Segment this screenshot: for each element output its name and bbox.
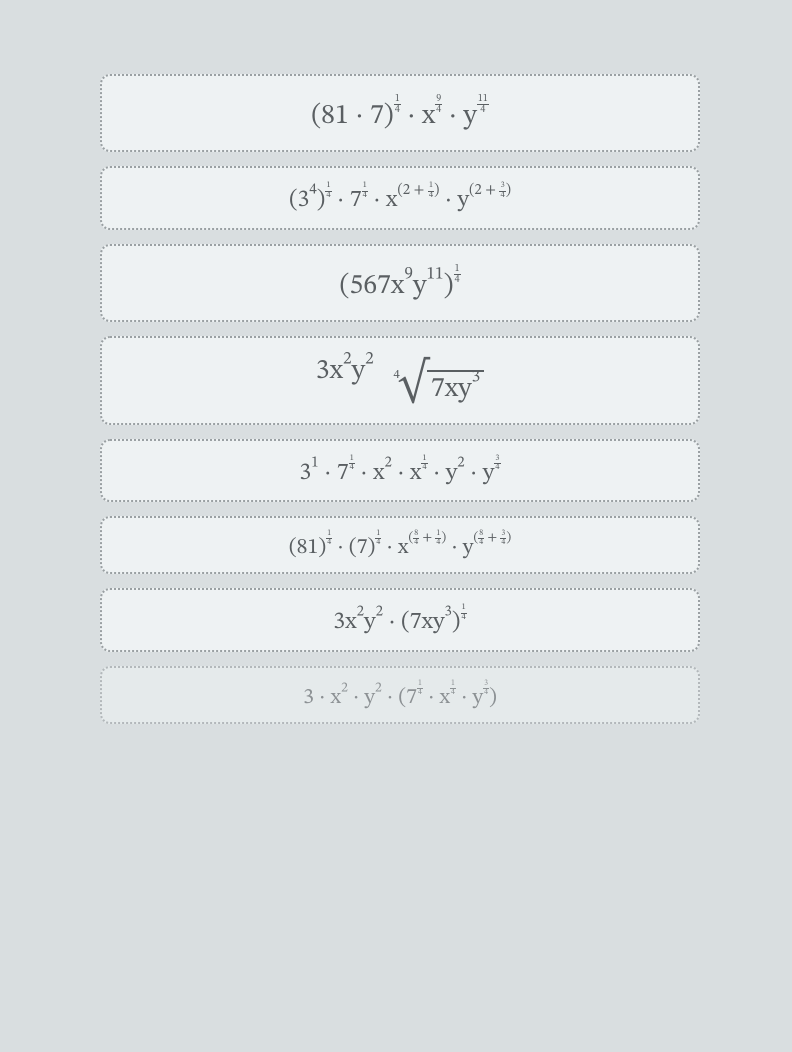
math-expression: 3 · x2 · y2 · (714 · x14 · y34) xyxy=(303,687,497,709)
expression-tile-4[interactable]: 3x2y2 4 √ 7xy3 xyxy=(100,336,700,425)
math-expression: (81 · 7)14 · x94 · y114 xyxy=(311,102,489,130)
math-expression: (81)14 · (7)14 · x(84 + 14) · y(84 + 34) xyxy=(289,537,511,559)
expression-tile-list: (81 · 7)14 · x94 · y114 (34)14 · 714 · x… xyxy=(100,60,700,738)
expression-tile-3[interactable]: (567x9y11)14 xyxy=(100,244,700,322)
expression-tile-1[interactable]: (81 · 7)14 · x94 · y114 xyxy=(100,74,700,152)
expression-tile-7[interactable]: 3x2y2 · (7xy3)14 xyxy=(100,588,700,652)
math-expression: 3x2y2 4 √ 7xy3 xyxy=(316,357,485,385)
expression-tile-2[interactable]: (34)14 · 714 · x(2 + 14) · y(2 + 34) xyxy=(100,166,700,230)
math-expression: (34)14 · 714 · x(2 + 14) · y(2 + 34) xyxy=(289,188,511,212)
expression-tile-5[interactable]: 31 · 714 · x2 · x14 · y2 · y34 xyxy=(100,439,700,503)
math-expression: 3x2y2 · (7xy3)14 xyxy=(333,610,467,634)
math-expression: 31 · 714 · x2 · x14 · y2 · y34 xyxy=(299,461,500,485)
expression-tile-6[interactable]: (81)14 · (7)14 · x(84 + 14) · y(84 + 34) xyxy=(100,516,700,574)
math-expression: (567x9y11)14 xyxy=(339,272,460,300)
expression-tile-8[interactable]: 3 · x2 · y2 · (714 · x14 · y34) xyxy=(100,666,700,724)
fourth-root: 4 √ 7xy3 xyxy=(394,370,485,405)
